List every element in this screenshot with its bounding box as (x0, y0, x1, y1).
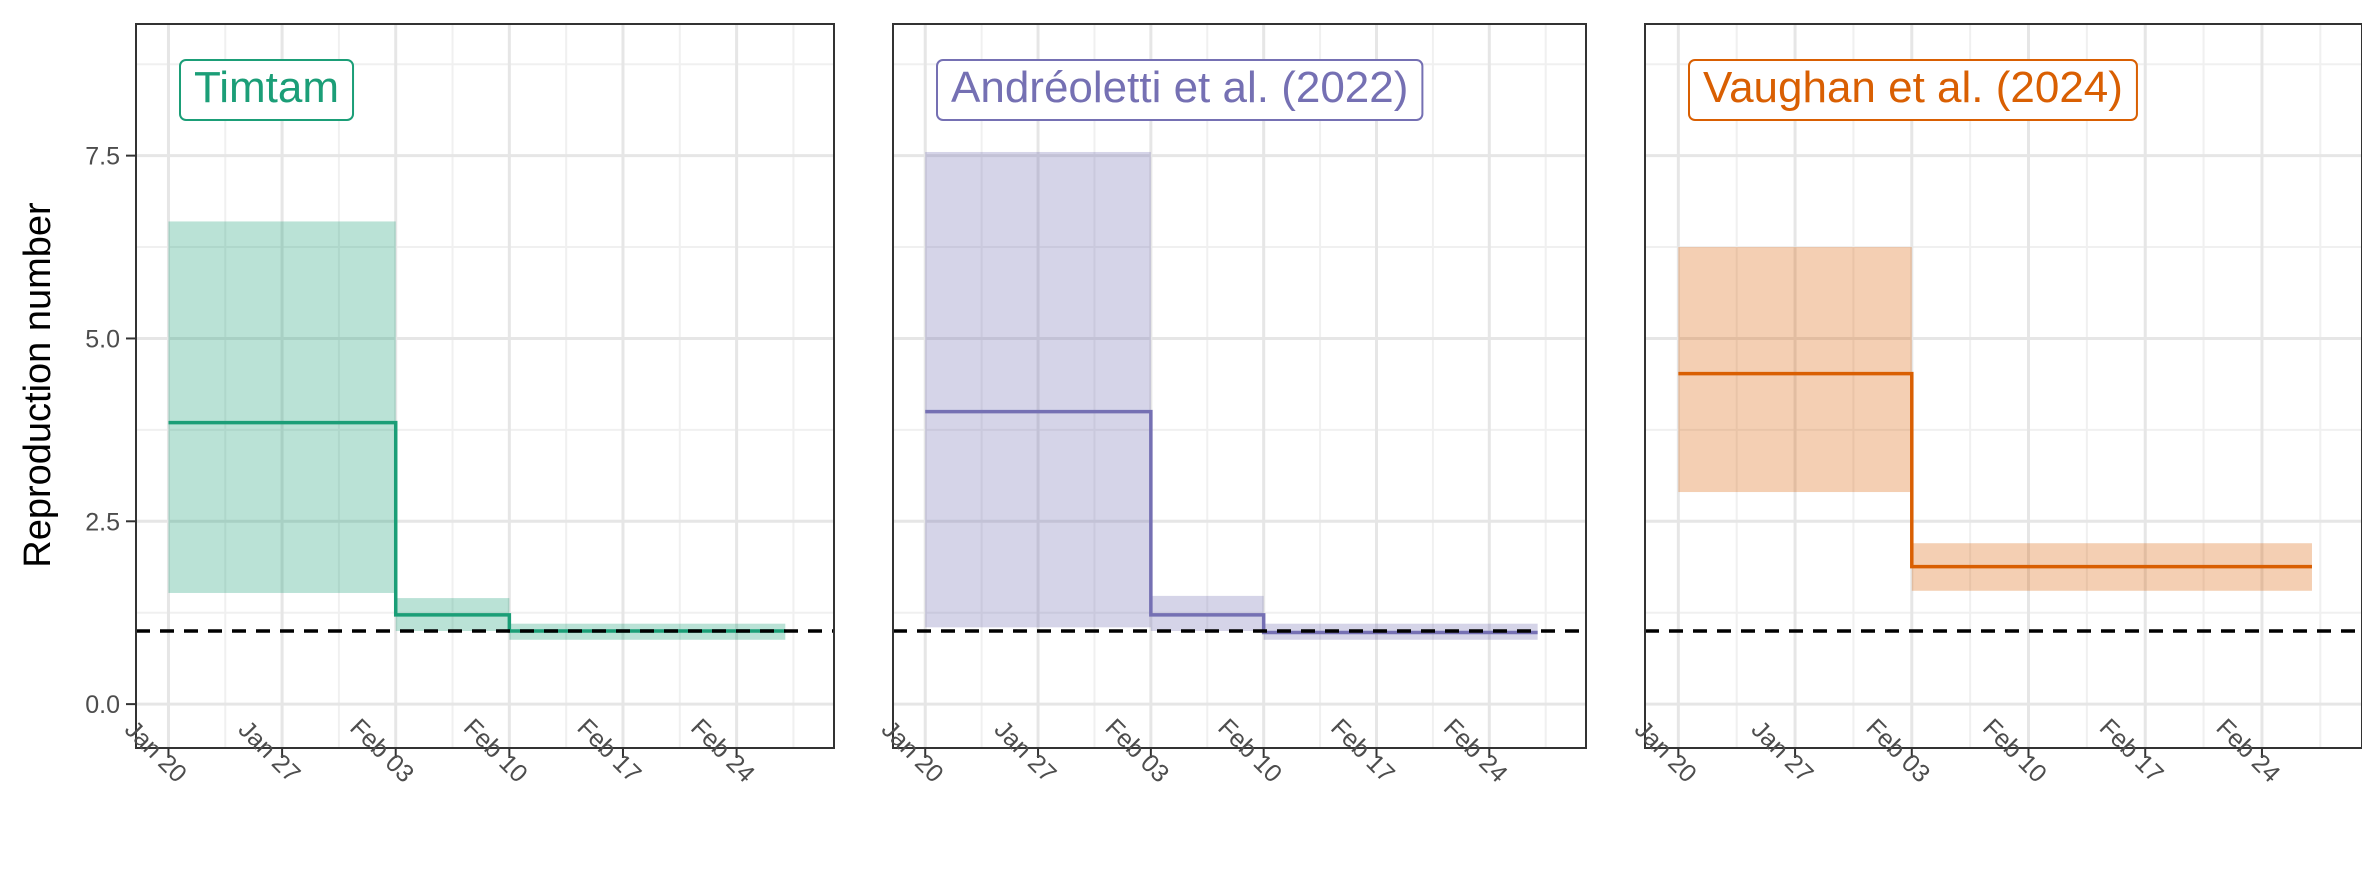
panel-border (892, 23, 1587, 749)
y-tick-label: 5.0 (85, 325, 120, 353)
panel-title-box (936, 59, 1424, 121)
interval-band-1 (168, 221, 396, 593)
interval-band-1 (925, 151, 1151, 628)
panel-title-box (179, 59, 355, 121)
panel-3: Jan 20 Jan 27 Feb 03 Feb 10 Feb 17 Feb 24Vaug… (1629, 23, 2362, 788)
panel-background (893, 24, 1586, 748)
panels: Jan 20 Jan 27 Feb 03 Feb 10 Feb 17 Feb 240.02… (85, 23, 2362, 788)
y-tick-label: 2.5 (85, 508, 120, 536)
panel-title-label: Timtam (179, 59, 355, 121)
panel-title-label: Andréoletti et al. (2022) (936, 59, 1424, 121)
panel-border (1644, 23, 2362, 749)
interval-band-1 (1678, 247, 1912, 493)
y-axis-label: Reproduction number (17, 202, 59, 568)
panel-title-label: Vaughan et al. (2024) (1688, 59, 2138, 121)
y-tick-label: 0.0 (85, 691, 120, 719)
panel-2: Jan 20 Jan 27 Feb 03 Feb 10 Feb 17 Feb 24Andr… (876, 23, 1587, 788)
median-step-line (1678, 371, 2312, 569)
panel-border (135, 23, 835, 749)
panel-background (1645, 24, 2362, 748)
panel-title: Timtam (194, 63, 339, 112)
panel-title: Vaughan et al. (2024) (1703, 63, 2123, 112)
y-tick-label: 7.5 (85, 143, 120, 171)
panel-1: Jan 20 Jan 27 Feb 03 Feb 10 Feb 17 Feb 240.02… (85, 23, 835, 788)
panel-background (136, 24, 834, 748)
panel-title: Andréoletti et al. (2022) (951, 63, 1408, 112)
panel-title-box (1688, 59, 2138, 121)
